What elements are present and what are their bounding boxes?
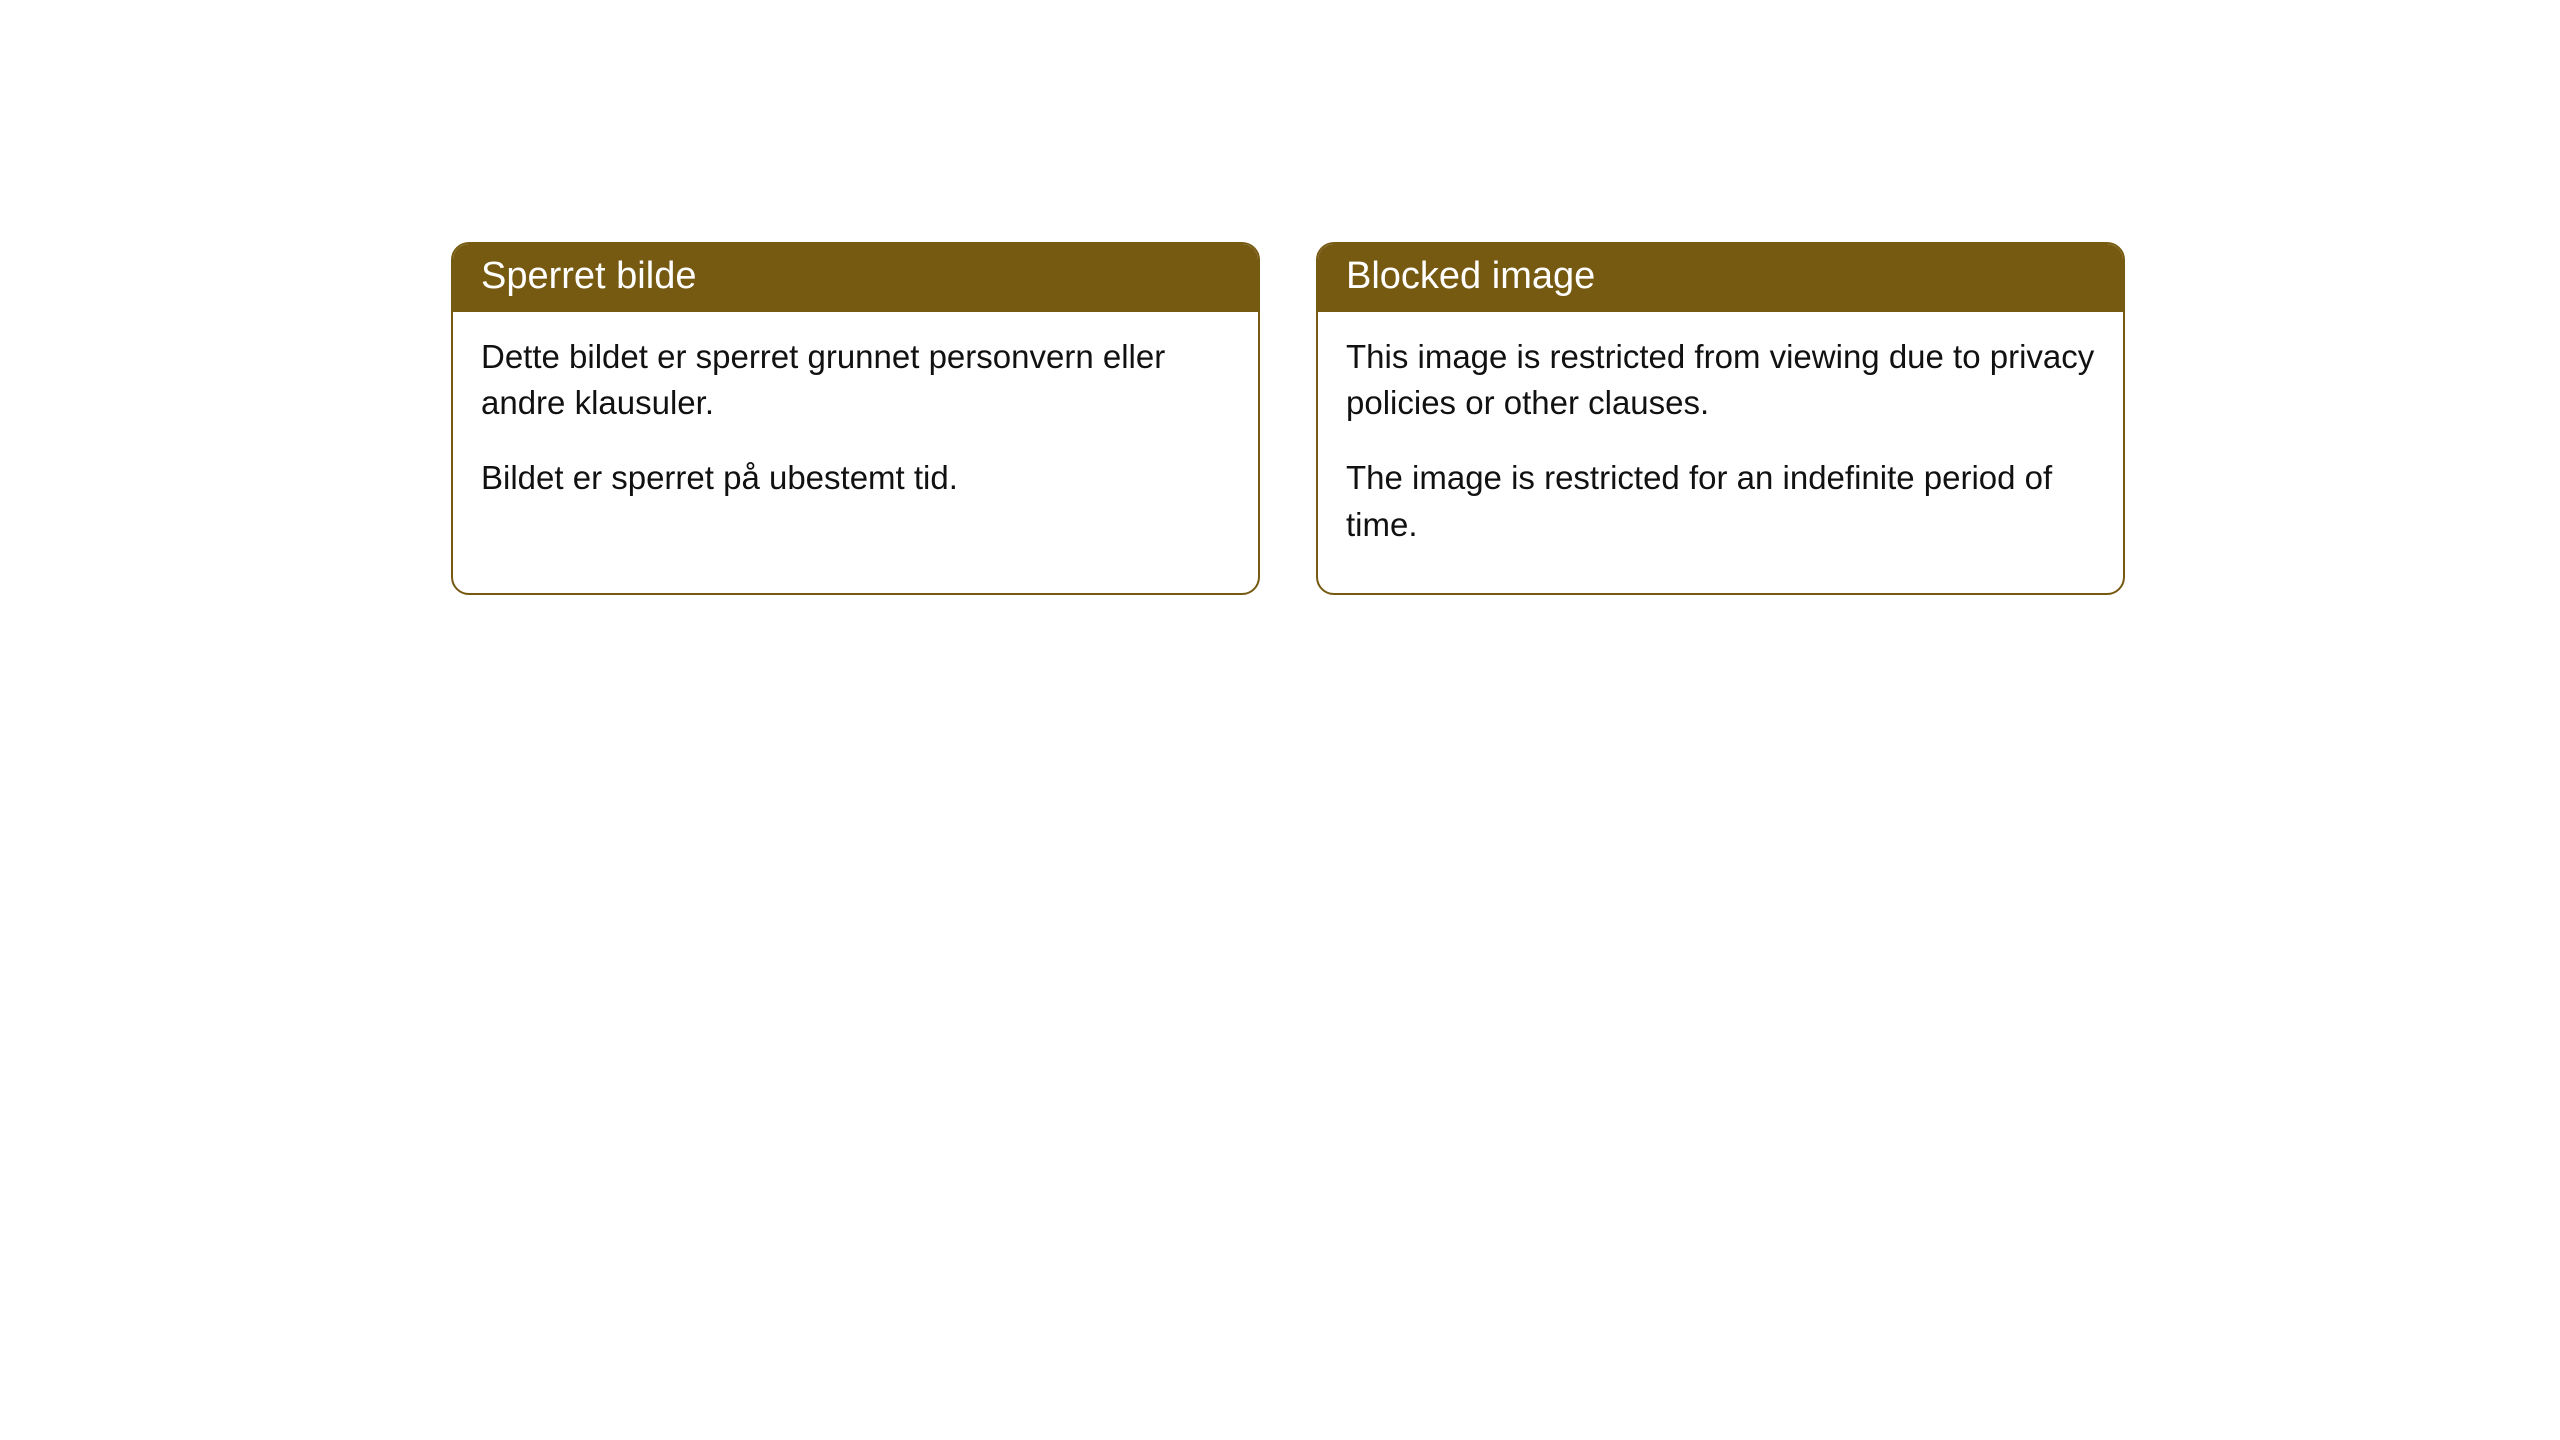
card-paragraph: Bildet er sperret på ubestemt tid.: [481, 455, 1230, 502]
card-header: Sperret bilde: [453, 244, 1258, 312]
blocked-image-card-no: Sperret bilde Dette bildet er sperret gr…: [451, 242, 1260, 595]
notice-cards-container: Sperret bilde Dette bildet er sperret gr…: [0, 0, 2560, 595]
blocked-image-card-en: Blocked image This image is restricted f…: [1316, 242, 2125, 595]
card-paragraph: This image is restricted from viewing du…: [1346, 334, 2095, 428]
card-body: Dette bildet er sperret grunnet personve…: [453, 312, 1258, 547]
card-paragraph: Dette bildet er sperret grunnet personve…: [481, 334, 1230, 428]
card-body: This image is restricted from viewing du…: [1318, 312, 2123, 593]
card-paragraph: The image is restricted for an indefinit…: [1346, 455, 2095, 549]
card-header: Blocked image: [1318, 244, 2123, 312]
